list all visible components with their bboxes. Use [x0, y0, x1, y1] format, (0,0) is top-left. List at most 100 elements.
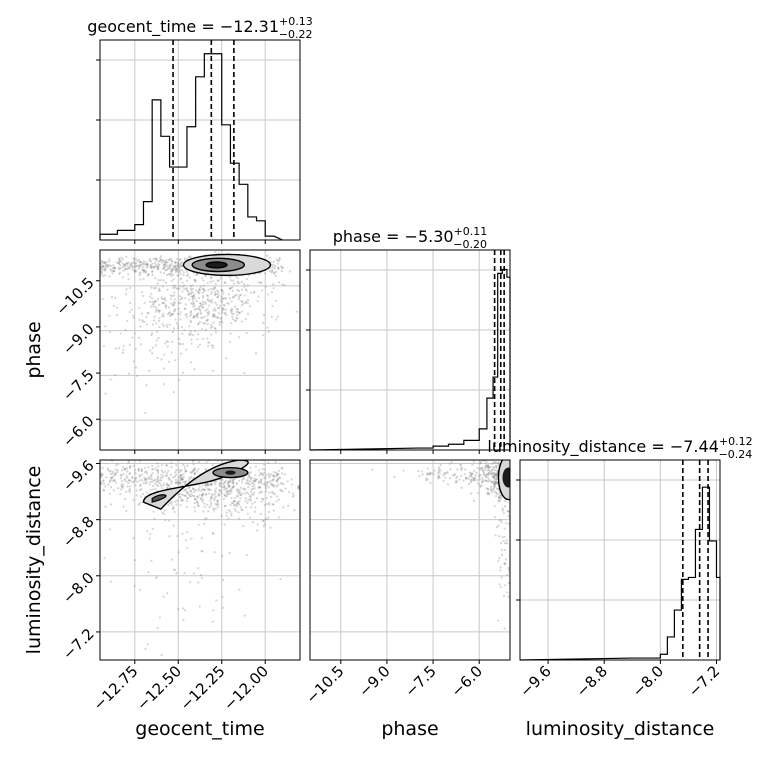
scatter-point: [192, 302, 196, 305]
scatter-point: [245, 491, 249, 494]
scatter-point: [250, 488, 253, 491]
scatter-point: [221, 321, 224, 324]
scatter-point: [236, 504, 239, 508]
scatter-point: [515, 483, 517, 485]
scatter-point: [247, 474, 251, 478]
scatter-point: [224, 479, 228, 482]
scatter-point: [175, 499, 178, 502]
scatter-point: [193, 472, 197, 475]
scatter-point: [495, 473, 498, 476]
scatter-point: [141, 319, 144, 322]
x-tick-label: −12.50: [133, 662, 185, 714]
scatter-point: [221, 478, 224, 481]
scatter-point: [226, 492, 230, 495]
scatter-point: [231, 486, 234, 489]
scatter-point: [242, 487, 245, 490]
scatter-point: [473, 477, 476, 481]
scatter-point: [128, 490, 132, 493]
scatter-point: [259, 512, 262, 515]
scatter-point: [226, 490, 229, 493]
scatter-point: [155, 483, 159, 486]
scatter-point: [112, 266, 115, 269]
scatter-point: [142, 265, 145, 269]
scatter-point: [436, 477, 440, 480]
scatter-point: [514, 474, 516, 476]
scatter-point: [177, 260, 180, 263]
scatter-point: [185, 274, 188, 277]
scatter-point: [101, 265, 104, 268]
scatter-point: [150, 478, 153, 481]
scatter-point: [249, 291, 252, 294]
scatter-point: [172, 313, 175, 316]
scatter-point: [222, 303, 225, 306]
scatter-point: [176, 264, 180, 268]
scatter-point: [201, 337, 204, 340]
scatter-point: [193, 278, 196, 281]
scatter-point: [108, 480, 111, 484]
scatter-point: [170, 466, 173, 469]
scatter-point: [134, 366, 138, 369]
scatter-point: [203, 315, 206, 318]
scatter-point: [217, 293, 220, 296]
scatter-point: [515, 481, 517, 483]
scatter-point: [271, 270, 274, 273]
scatter-point: [202, 303, 205, 306]
scatter-point: [157, 309, 160, 312]
scatter-point: [130, 308, 133, 311]
scatter-point: [206, 483, 210, 486]
scatter-point: [108, 275, 111, 278]
scatter-point: [171, 476, 175, 479]
scatter-point: [210, 495, 213, 498]
scatter-point: [109, 476, 112, 479]
scatter-point: [209, 287, 212, 291]
scatter-point: [178, 270, 181, 273]
scatter-point: [268, 480, 271, 483]
scatter-point: [154, 467, 157, 470]
scatter-point: [178, 271, 181, 274]
scatter-point: [229, 286, 233, 290]
scatter-point: [437, 474, 440, 477]
scatter-point: [189, 334, 192, 337]
scatter-point: [272, 509, 275, 512]
scatter-point: [516, 465, 518, 467]
scatter-point: [503, 548, 506, 552]
scatter-point: [157, 289, 161, 292]
scatter-point: [125, 262, 128, 265]
scatter-point: [267, 510, 271, 514]
scatter-point: [514, 487, 516, 489]
scatter-point: [234, 504, 237, 507]
scatter-point: [486, 464, 490, 467]
scatter-point: [467, 477, 470, 480]
scatter-point: [132, 480, 135, 483]
scatter-point: [176, 268, 180, 272]
scatter-point: [220, 492, 223, 495]
scatter-point: [271, 474, 275, 477]
scatter-point: [167, 312, 171, 315]
scatter-point: [236, 288, 239, 291]
scatter-point: [272, 485, 275, 488]
scatter-point: [481, 466, 484, 470]
scatter-point: [183, 571, 186, 575]
scatter-point: [175, 469, 178, 472]
scatter-point: [188, 255, 191, 258]
scatter-point: [512, 491, 514, 493]
histogram-step: [99, 53, 283, 241]
scatter-point: [118, 271, 122, 274]
scatter-point: [170, 302, 173, 305]
scatter-point: [162, 259, 165, 262]
scatter-point: [175, 503, 178, 506]
scatter-point: [144, 477, 147, 481]
scatter-point: [159, 271, 162, 274]
scatter-point: [180, 474, 183, 477]
y-axis-label-luminosity-distance: luminosity_distance: [23, 466, 45, 655]
scatter-point: [252, 291, 255, 295]
scatter-point: [183, 465, 186, 468]
scatter-point: [485, 479, 488, 483]
scatter-point: [417, 469, 420, 473]
panel-title-phase: phase = −5.30+0.11 −0.20: [333, 225, 488, 251]
scatter-point: [128, 311, 131, 314]
scatter-point: [146, 262, 149, 266]
scatter-point: [503, 542, 507, 545]
scatter-point: [265, 474, 268, 477]
scatter-point: [133, 270, 136, 273]
